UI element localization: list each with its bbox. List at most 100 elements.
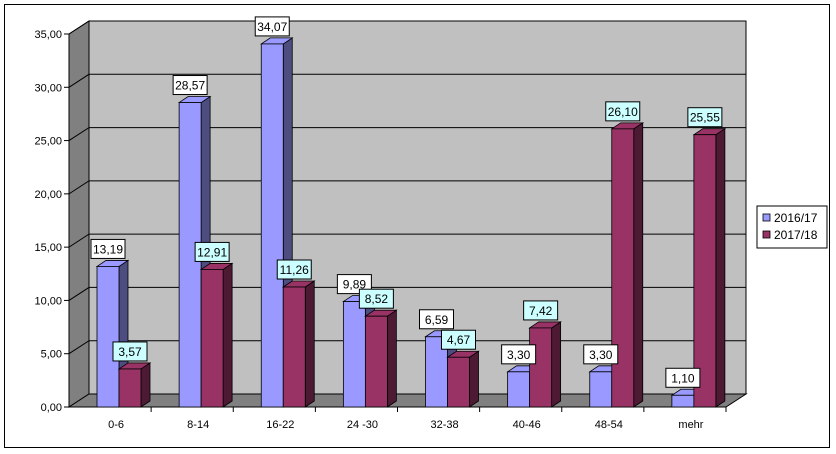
data-label-box (254, 16, 290, 37)
bars (95, 37, 727, 408)
y-axis: 0,00 5,00 10,00 15,00 20,00 25,00 30,00 35,00 (34, 29, 70, 414)
x-axis: 0-6 8-14 16-22 24 -30 32-38 40-46 48-54 mehr (69, 406, 727, 431)
data-labels: 13,19 3,57 28,57 12,91 34,07 11,26 9,898,52 6,5… (90, 16, 723, 388)
y-tick-label: 25,00 (34, 136, 62, 148)
data-label-box (605, 101, 641, 122)
bar-front (260, 43, 284, 408)
bar-front (507, 371, 531, 408)
bar-front (589, 371, 613, 408)
gridline (68, 73, 746, 88)
y-tick-label: 15,00 (34, 242, 62, 254)
data-label-box (112, 341, 148, 362)
data-label-box (523, 300, 559, 321)
data-label-box (501, 344, 537, 365)
data-label-box (665, 367, 701, 388)
data-label: 8,52 (358, 288, 394, 309)
data-label-box (583, 344, 619, 365)
data-label-text: 7,42 (529, 304, 553, 318)
y-tick-label: 10,00 (34, 295, 62, 307)
data-label: 11,26 (276, 259, 312, 280)
data-label-text: 26,10 (608, 105, 638, 119)
data-label: 25,55 (687, 107, 723, 128)
data-label-box (172, 75, 208, 96)
data-label: 28,57 (172, 75, 208, 96)
legend-swatch (762, 230, 771, 239)
floor (67, 393, 748, 408)
bar-side (469, 350, 479, 408)
bar (117, 362, 152, 408)
bar-side (633, 122, 644, 408)
x-tick-label: 40-46 (513, 419, 541, 431)
data-label: 26,10 (605, 101, 641, 122)
bar-front (671, 394, 695, 408)
gridline (68, 340, 746, 355)
data-label: 6,59 (419, 309, 454, 330)
bar-front (529, 327, 553, 408)
data-label-text: 3,30 (589, 348, 613, 362)
data-label-text: 25,55 (690, 111, 720, 125)
data-label-box (441, 329, 476, 350)
y-tick-label: 35,00 (34, 29, 62, 41)
x-tick-label: 24 -30 (347, 419, 378, 431)
legend-label: 2016/17 (774, 211, 818, 225)
data-label-text: 8,52 (365, 292, 389, 306)
legend-label: 2017/18 (774, 228, 818, 242)
data-label-text: 3,30 (507, 348, 531, 362)
data-label-text: 11,26 (280, 263, 309, 277)
x-tick-label: 32-38 (430, 419, 458, 431)
bar-side (140, 362, 151, 408)
bar-front (118, 368, 142, 408)
bar (610, 122, 645, 408)
bar-front (342, 301, 366, 408)
data-label: 7,42 (523, 300, 559, 321)
bar-side (551, 321, 562, 408)
bar-front (447, 356, 470, 408)
bar (281, 280, 316, 408)
data-label: 3,30 (501, 344, 537, 365)
grid-lines (68, 20, 746, 355)
bar-side (386, 309, 397, 408)
bar-front (282, 286, 306, 408)
gridline (68, 180, 746, 195)
data-label-text: 4,67 (447, 333, 471, 347)
bar (364, 309, 398, 408)
bar-front (200, 269, 224, 408)
x-tick-label: 8-14 (187, 419, 209, 431)
y-tick-label: 0,00 (41, 402, 62, 414)
bar (199, 262, 234, 408)
bar-front (693, 134, 717, 408)
bar-side (715, 127, 726, 408)
x-tick-label: mehr (678, 419, 703, 431)
bar-front (364, 315, 388, 408)
data-label-text: 9,89 (343, 278, 367, 292)
data-label-text: 13,19 (93, 242, 123, 256)
gridline (68, 233, 746, 248)
bar (528, 321, 562, 408)
chart-walls (67, 20, 748, 408)
data-label-box (358, 288, 394, 309)
gridline (68, 20, 746, 35)
data-label: 12,91 (194, 241, 230, 262)
data-label-text: 28,57 (175, 79, 205, 93)
data-label-text: 12,91 (197, 245, 227, 259)
gridline (68, 286, 746, 301)
data-label-box (276, 259, 312, 280)
chart-frame: 0,00 5,00 10,00 15,00 20,00 25,00 30,00 35,00 0… (4, 4, 830, 448)
bar (446, 350, 480, 408)
bar-front (611, 128, 635, 408)
data-label-text: 1,10 (671, 371, 695, 385)
legend-swatch (762, 213, 771, 222)
legend-box (756, 205, 828, 249)
data-label-text: 6,59 (425, 313, 449, 327)
legend: 2016/17 2017/18 (756, 205, 828, 249)
bar-side (222, 262, 233, 408)
data-label: 4,67 (441, 329, 476, 350)
data-label-box (419, 309, 454, 330)
data-label-text: 34,07 (257, 20, 287, 34)
data-label: 1,10 (665, 367, 701, 388)
data-label: 3,57 (112, 341, 148, 362)
data-label: 34,07 (254, 16, 290, 37)
x-tick-label: 48-54 (595, 419, 623, 431)
data-label-box (687, 107, 723, 128)
x-tick-label: 16-22 (266, 419, 294, 431)
